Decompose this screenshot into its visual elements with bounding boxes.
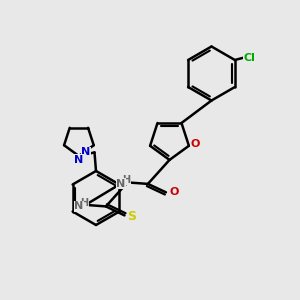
Text: H: H — [80, 197, 88, 208]
Text: N: N — [82, 147, 91, 158]
Text: O: O — [169, 187, 179, 197]
Text: O: O — [191, 139, 200, 149]
Text: N: N — [74, 155, 83, 165]
Text: Cl: Cl — [244, 52, 256, 63]
Text: H: H — [122, 175, 130, 185]
Text: N: N — [116, 179, 125, 189]
Text: N: N — [74, 201, 83, 212]
Text: S: S — [128, 210, 136, 224]
